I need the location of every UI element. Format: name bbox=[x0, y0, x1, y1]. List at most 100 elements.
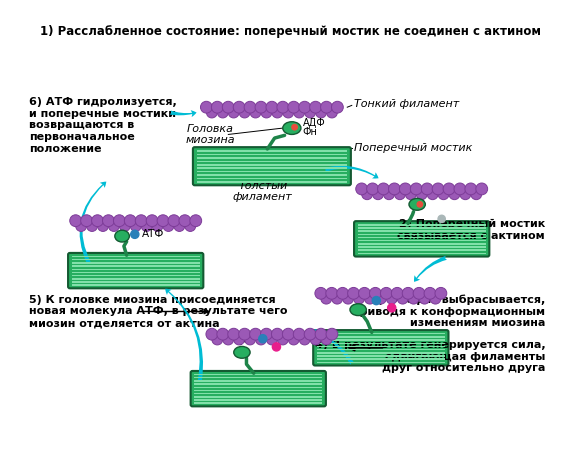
Circle shape bbox=[282, 328, 294, 340]
Ellipse shape bbox=[234, 346, 250, 358]
FancyBboxPatch shape bbox=[193, 147, 351, 185]
Circle shape bbox=[476, 183, 487, 195]
Text: АТФ: АТФ bbox=[142, 229, 164, 239]
Bar bbox=[71, 272, 200, 273]
Circle shape bbox=[256, 334, 267, 345]
Circle shape bbox=[223, 101, 234, 113]
Ellipse shape bbox=[350, 304, 366, 316]
Circle shape bbox=[406, 189, 416, 200]
Circle shape bbox=[321, 293, 332, 304]
Circle shape bbox=[294, 107, 304, 118]
Circle shape bbox=[200, 101, 212, 113]
Bar bbox=[317, 355, 445, 357]
Bar bbox=[196, 167, 347, 169]
Circle shape bbox=[378, 183, 389, 195]
Circle shape bbox=[321, 101, 332, 113]
Ellipse shape bbox=[115, 230, 130, 242]
Circle shape bbox=[438, 215, 445, 222]
Bar bbox=[194, 399, 322, 401]
Text: АДФ: АДФ bbox=[303, 118, 325, 128]
Circle shape bbox=[372, 189, 383, 200]
Text: 5) К головке миозина присоединяется
новая молекула АТФ, в результате чего
миозин: 5) К головке миозина присоединяется нова… bbox=[30, 295, 288, 328]
Bar bbox=[196, 164, 347, 166]
Ellipse shape bbox=[409, 198, 425, 210]
Circle shape bbox=[163, 221, 174, 232]
Circle shape bbox=[449, 189, 460, 200]
Circle shape bbox=[370, 288, 381, 299]
Circle shape bbox=[272, 107, 283, 118]
Circle shape bbox=[152, 221, 163, 232]
Bar bbox=[196, 171, 347, 172]
Circle shape bbox=[124, 215, 136, 227]
Bar bbox=[317, 343, 445, 344]
Circle shape bbox=[271, 328, 284, 340]
Circle shape bbox=[381, 288, 392, 299]
Circle shape bbox=[304, 328, 316, 340]
Bar bbox=[196, 150, 347, 152]
Circle shape bbox=[261, 107, 272, 118]
FancyBboxPatch shape bbox=[354, 221, 489, 257]
Bar bbox=[358, 243, 486, 245]
Circle shape bbox=[465, 183, 477, 195]
Circle shape bbox=[389, 183, 400, 195]
Circle shape bbox=[394, 189, 406, 200]
Circle shape bbox=[228, 328, 239, 340]
Circle shape bbox=[70, 215, 81, 227]
Circle shape bbox=[432, 183, 444, 195]
Circle shape bbox=[228, 107, 239, 118]
Circle shape bbox=[102, 215, 114, 227]
Circle shape bbox=[283, 107, 293, 118]
Circle shape bbox=[327, 107, 338, 118]
Circle shape bbox=[234, 334, 245, 345]
Circle shape bbox=[358, 288, 370, 299]
Circle shape bbox=[174, 221, 185, 232]
Circle shape bbox=[343, 293, 353, 304]
Circle shape bbox=[310, 101, 321, 113]
Bar bbox=[358, 233, 486, 235]
Bar bbox=[194, 403, 322, 404]
Bar bbox=[317, 352, 445, 354]
Circle shape bbox=[87, 221, 98, 232]
Text: Поперечный мостик: Поперечный мостик bbox=[354, 143, 472, 153]
Bar bbox=[71, 284, 200, 286]
Bar bbox=[196, 178, 347, 179]
Bar bbox=[317, 362, 445, 363]
Circle shape bbox=[266, 101, 278, 113]
Circle shape bbox=[239, 328, 250, 340]
Circle shape bbox=[267, 334, 277, 345]
Circle shape bbox=[217, 107, 228, 118]
Circle shape bbox=[299, 101, 310, 113]
Circle shape bbox=[375, 293, 386, 304]
Circle shape bbox=[416, 189, 427, 200]
Circle shape bbox=[321, 334, 332, 345]
Text: 4) В результате генерируется сила,
сдвигающая филаменты
друг относительно друга: 4) В результате генерируется сила, сдвиг… bbox=[314, 340, 545, 374]
Bar bbox=[194, 374, 322, 375]
FancyBboxPatch shape bbox=[191, 371, 326, 406]
Circle shape bbox=[337, 288, 349, 299]
Bar bbox=[358, 224, 486, 226]
Circle shape bbox=[223, 334, 234, 345]
Circle shape bbox=[304, 107, 315, 118]
Circle shape bbox=[288, 334, 299, 345]
Circle shape bbox=[277, 101, 289, 113]
Circle shape bbox=[288, 101, 300, 113]
Bar bbox=[358, 249, 486, 251]
Circle shape bbox=[471, 189, 482, 200]
Text: 1) Расслабленное состояние: поперечный мостик не соединен с актином: 1) Расслабленное состояние: поперечный м… bbox=[40, 25, 541, 38]
Circle shape bbox=[211, 101, 223, 113]
Circle shape bbox=[233, 101, 245, 113]
Circle shape bbox=[244, 101, 256, 113]
Bar bbox=[358, 230, 486, 232]
Bar bbox=[317, 346, 445, 347]
Circle shape bbox=[362, 189, 372, 200]
Text: Тонкий филамент: Тонкий филамент bbox=[354, 100, 459, 110]
Text: 2) Поперечный мостик
связывается с актином: 2) Поперечный мостик связывается с актин… bbox=[397, 219, 545, 241]
Circle shape bbox=[190, 215, 202, 227]
Circle shape bbox=[81, 215, 92, 227]
Bar bbox=[71, 265, 200, 267]
FancyBboxPatch shape bbox=[313, 330, 449, 365]
Circle shape bbox=[417, 202, 422, 207]
Circle shape bbox=[98, 221, 109, 232]
Circle shape bbox=[356, 183, 368, 195]
Circle shape bbox=[255, 101, 267, 113]
